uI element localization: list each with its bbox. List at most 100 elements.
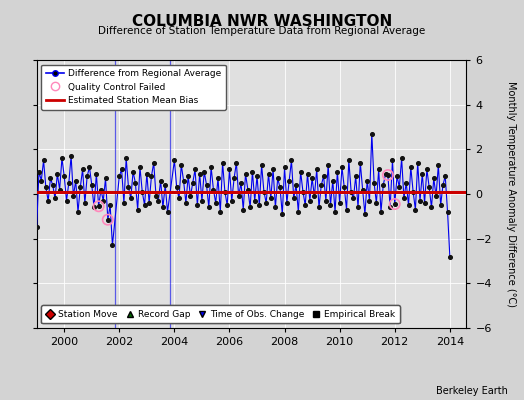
Point [234,193,243,200]
Point [115,173,124,179]
Point [395,184,403,190]
Point [104,216,112,223]
Point [94,203,103,210]
Point [145,200,154,206]
Point [333,168,342,175]
Point [172,184,181,190]
Point [390,201,399,207]
Point [230,175,238,182]
Point [104,216,112,223]
Point [149,160,158,166]
Point [262,200,270,206]
Point [434,162,443,168]
Point [326,202,335,208]
Point [384,172,392,178]
Point [193,202,202,208]
Point [94,203,103,210]
Point [53,171,61,177]
Point [134,206,142,213]
Point [416,198,424,204]
Point [74,209,82,215]
Point [248,168,257,175]
Point [186,193,194,200]
Point [76,184,84,190]
Point [324,162,332,168]
Point [214,175,222,182]
Point [322,198,330,204]
Point [386,204,395,210]
Text: Berkeley Earth: Berkeley Earth [436,386,508,396]
Point [32,224,41,231]
Point [83,173,91,179]
Point [267,195,275,202]
Point [58,155,66,162]
Point [46,175,54,182]
Point [237,180,245,186]
Point [39,157,48,164]
Legend: Station Move, Record Gap, Time of Obs. Change, Empirical Break: Station Move, Record Gap, Time of Obs. C… [41,306,400,324]
Point [221,188,229,195]
Point [42,184,50,190]
Point [315,204,323,210]
Point [379,182,387,188]
Point [390,201,399,207]
Point [430,175,438,182]
Point [195,171,204,177]
Point [303,171,312,177]
Point [227,198,236,204]
Point [282,200,291,206]
Point [205,204,213,210]
Point [418,171,427,177]
Point [294,209,302,215]
Point [397,155,406,162]
Point [280,164,289,170]
Point [441,173,450,179]
Point [239,206,247,213]
Point [136,164,144,170]
Point [393,173,401,179]
Point [320,173,328,179]
Point [250,198,259,204]
Point [242,171,250,177]
Point [92,171,101,177]
Point [436,202,445,208]
Point [101,175,110,182]
Point [200,168,209,175]
Point [384,172,392,178]
Point [345,157,353,164]
Point [290,195,298,202]
Point [67,153,75,159]
Point [354,204,362,210]
Point [439,182,447,188]
Point [108,242,117,248]
Point [361,211,369,217]
Point [60,173,69,179]
Point [271,204,280,210]
Point [423,166,431,173]
Point [189,180,197,186]
Point [106,202,114,208]
Text: COLUMBIA NWR WASHINGTON: COLUMBIA NWR WASHINGTON [132,14,392,29]
Point [191,166,199,173]
Point [331,209,339,215]
Point [152,193,160,200]
Point [310,193,319,200]
Point [44,198,52,204]
Point [375,166,383,173]
Point [154,198,162,204]
Point [264,171,272,177]
Point [127,195,135,202]
Point [308,175,316,182]
Point [198,198,206,204]
Point [202,182,211,188]
Point [122,155,130,162]
Point [305,198,314,204]
Point [182,200,190,206]
Point [356,160,365,166]
Point [159,204,167,210]
Point [212,200,220,206]
Point [209,186,217,193]
Point [381,171,390,177]
Point [69,193,78,200]
Point [64,180,73,186]
